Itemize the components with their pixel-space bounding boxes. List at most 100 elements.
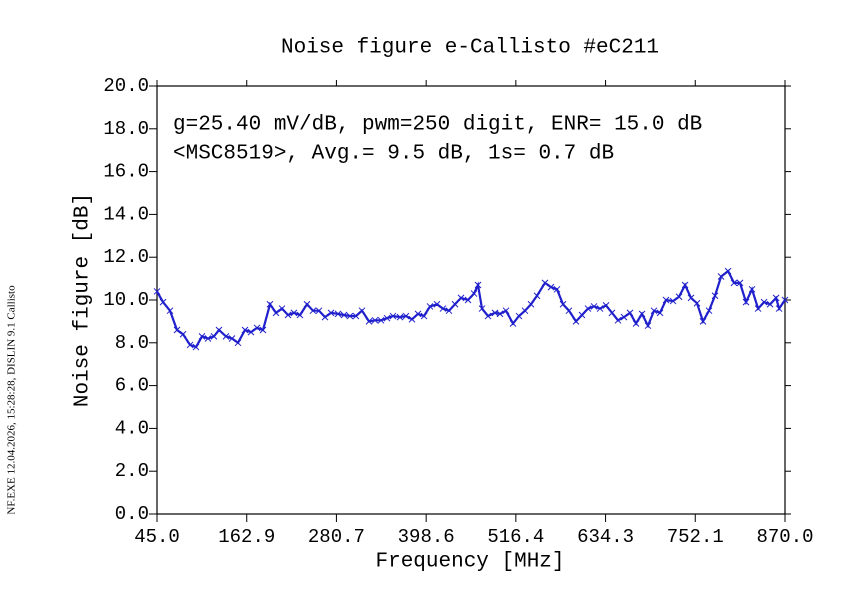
point-marker bbox=[315, 307, 323, 315]
point-marker bbox=[408, 315, 416, 323]
point-marker bbox=[541, 279, 549, 287]
point-marker bbox=[650, 307, 658, 315]
x-axis-label: Frequency [MHz] bbox=[375, 551, 564, 574]
point-marker bbox=[309, 307, 317, 315]
point-marker bbox=[559, 300, 567, 308]
point-marker bbox=[578, 311, 586, 319]
y-tick-label: 20.0 bbox=[103, 75, 149, 97]
point-marker bbox=[340, 311, 348, 319]
point-marker bbox=[584, 305, 592, 312]
point-marker bbox=[521, 307, 529, 315]
y-tick-label: 16.0 bbox=[103, 161, 149, 183]
point-marker bbox=[527, 300, 535, 308]
y-tick-label: 4.0 bbox=[115, 417, 149, 439]
point-marker bbox=[290, 309, 298, 317]
point-marker bbox=[705, 307, 713, 315]
x-tick-label: 398.6 bbox=[398, 526, 455, 548]
point-marker bbox=[775, 305, 783, 312]
point-marker bbox=[533, 292, 541, 300]
point-marker bbox=[445, 307, 453, 315]
point-marker bbox=[358, 307, 366, 315]
point-marker bbox=[284, 311, 292, 319]
y-tick-label: 6.0 bbox=[115, 375, 149, 397]
side-note: NF.EXE 12.04.2026, 15:28:28, DISLIN 9.1 … bbox=[6, 285, 18, 515]
point-marker bbox=[687, 294, 695, 302]
point-marker bbox=[234, 339, 242, 347]
point-marker bbox=[754, 305, 762, 312]
point-marker bbox=[334, 310, 342, 318]
point-marker bbox=[602, 301, 610, 309]
y-tick-label: 12.0 bbox=[103, 246, 149, 268]
point-marker bbox=[266, 300, 274, 308]
point-marker bbox=[675, 293, 683, 301]
point-marker bbox=[439, 305, 447, 312]
point-marker bbox=[502, 307, 510, 315]
point-marker bbox=[204, 335, 212, 342]
point-marker bbox=[662, 296, 670, 304]
point-marker bbox=[496, 310, 504, 318]
point-marker bbox=[736, 279, 744, 287]
annotation: g=25.40 mV/dB, pwm=250 digit, ENR= 15.0 … bbox=[173, 114, 702, 137]
point-marker bbox=[179, 330, 187, 338]
point-marker bbox=[247, 328, 255, 336]
point-marker bbox=[173, 326, 181, 334]
point-marker bbox=[509, 320, 517, 327]
point-marker bbox=[389, 312, 397, 320]
point-marker bbox=[402, 312, 410, 320]
point-marker bbox=[596, 305, 604, 312]
point-marker bbox=[748, 285, 756, 293]
point-marker bbox=[760, 298, 768, 306]
point-marker bbox=[192, 343, 200, 351]
point-marker bbox=[656, 309, 664, 317]
point-marker bbox=[210, 333, 218, 340]
point-marker bbox=[644, 322, 652, 330]
point-marker bbox=[711, 292, 719, 300]
point-marker bbox=[693, 299, 701, 307]
point-marker bbox=[383, 314, 391, 322]
point-marker bbox=[565, 307, 573, 315]
point-marker bbox=[396, 313, 404, 321]
point-marker bbox=[241, 326, 249, 334]
point-marker bbox=[186, 341, 194, 349]
x-tick-label: 45.0 bbox=[134, 526, 180, 548]
point-marker bbox=[222, 333, 230, 340]
point-marker bbox=[478, 305, 486, 312]
point-marker bbox=[547, 283, 555, 291]
point-marker bbox=[491, 309, 499, 317]
point-marker bbox=[590, 303, 598, 310]
x-tick-label: 634.3 bbox=[577, 526, 634, 548]
point-marker bbox=[166, 307, 174, 315]
point-marker bbox=[742, 298, 750, 306]
annotation: <MSC8519>, Avg.= 9.5 dB, 1s= 0.7 dB bbox=[173, 143, 614, 166]
point-marker bbox=[515, 312, 523, 320]
point-marker bbox=[464, 296, 472, 304]
point-marker bbox=[620, 313, 628, 321]
point-marker bbox=[614, 316, 622, 324]
x-tick-label: 870.0 bbox=[756, 526, 813, 548]
chart-title: Noise figure e-Callisto #eC211 bbox=[281, 37, 659, 60]
point-marker bbox=[215, 326, 223, 334]
point-marker bbox=[159, 298, 167, 306]
point-marker bbox=[699, 318, 707, 325]
point-marker bbox=[352, 312, 360, 320]
x-tick-label: 516.4 bbox=[487, 526, 544, 548]
point-marker bbox=[638, 310, 646, 318]
point-marker bbox=[724, 267, 732, 275]
point-marker bbox=[278, 305, 286, 312]
point-marker bbox=[772, 294, 780, 302]
x-tick-label: 162.9 bbox=[218, 526, 275, 548]
point-marker bbox=[433, 300, 441, 308]
x-tick-label: 752.1 bbox=[667, 526, 724, 548]
point-marker bbox=[296, 311, 304, 319]
y-tick-label: 10.0 bbox=[103, 289, 149, 311]
point-marker bbox=[632, 320, 640, 327]
point-marker bbox=[766, 300, 774, 308]
point-marker bbox=[669, 297, 677, 305]
point-marker bbox=[572, 318, 580, 325]
point-marker bbox=[553, 285, 561, 293]
y-tick-label: 14.0 bbox=[103, 203, 149, 225]
point-marker bbox=[608, 309, 616, 317]
point-marker bbox=[426, 303, 434, 310]
